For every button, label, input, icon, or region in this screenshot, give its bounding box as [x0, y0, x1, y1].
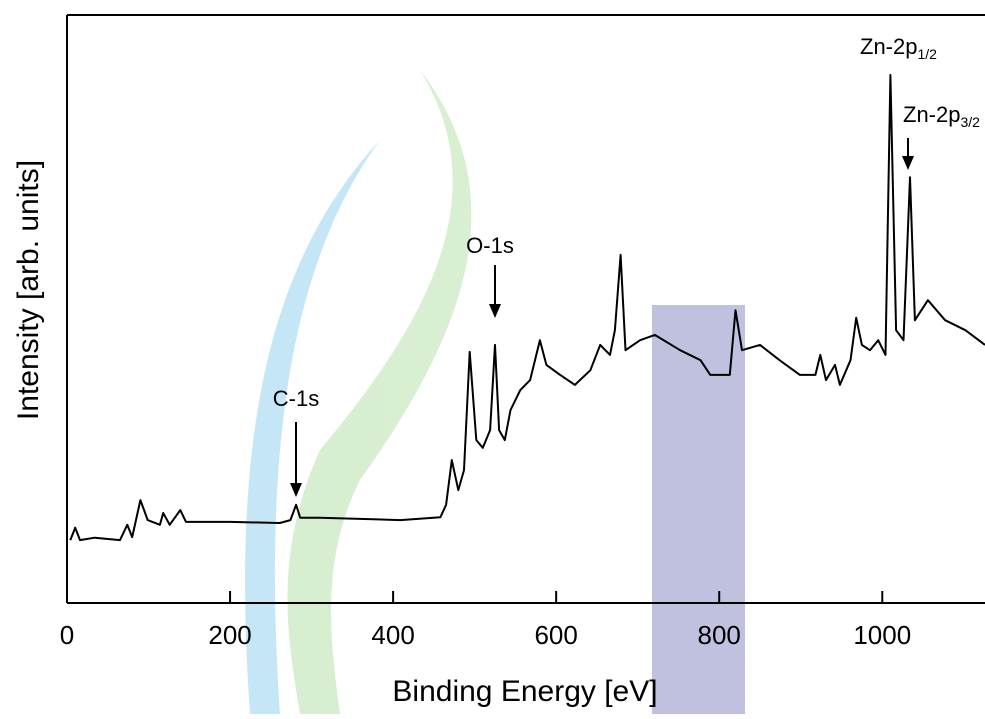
y-axis-label: Intensity [arb. units] [12, 160, 45, 420]
annotation-subscript: 3/2 [960, 114, 980, 130]
annotation-arrowhead [489, 304, 501, 318]
annotation-arrowhead [290, 483, 302, 497]
annotation-text: O-1s [466, 233, 514, 258]
x-tick-label: 200 [208, 620, 251, 650]
annotation: C-1s [273, 386, 319, 411]
annotation: Zn-2p1/2 [860, 34, 937, 62]
x-tick-label: 400 [371, 620, 414, 650]
annotation: O-1s [466, 233, 514, 258]
annotation-subscript: 1/2 [917, 46, 937, 62]
x-tick-label: 1000 [853, 620, 911, 650]
spectrum-line [69, 74, 985, 542]
watermark [245, 70, 745, 714]
x-tick-label: 0 [60, 620, 74, 650]
annotation: Zn-2p3/2 [903, 102, 980, 130]
annotation-text: Zn-2p [903, 102, 960, 127]
annotation-text: C-1s [273, 386, 319, 411]
annotation-text: Zn-2p [860, 34, 917, 59]
x-tick-label: 800 [698, 620, 741, 650]
x-tick-label: 600 [534, 620, 577, 650]
x-axis-label: Binding Energy [eV] [392, 675, 657, 708]
annotation-arrowhead [902, 156, 914, 170]
